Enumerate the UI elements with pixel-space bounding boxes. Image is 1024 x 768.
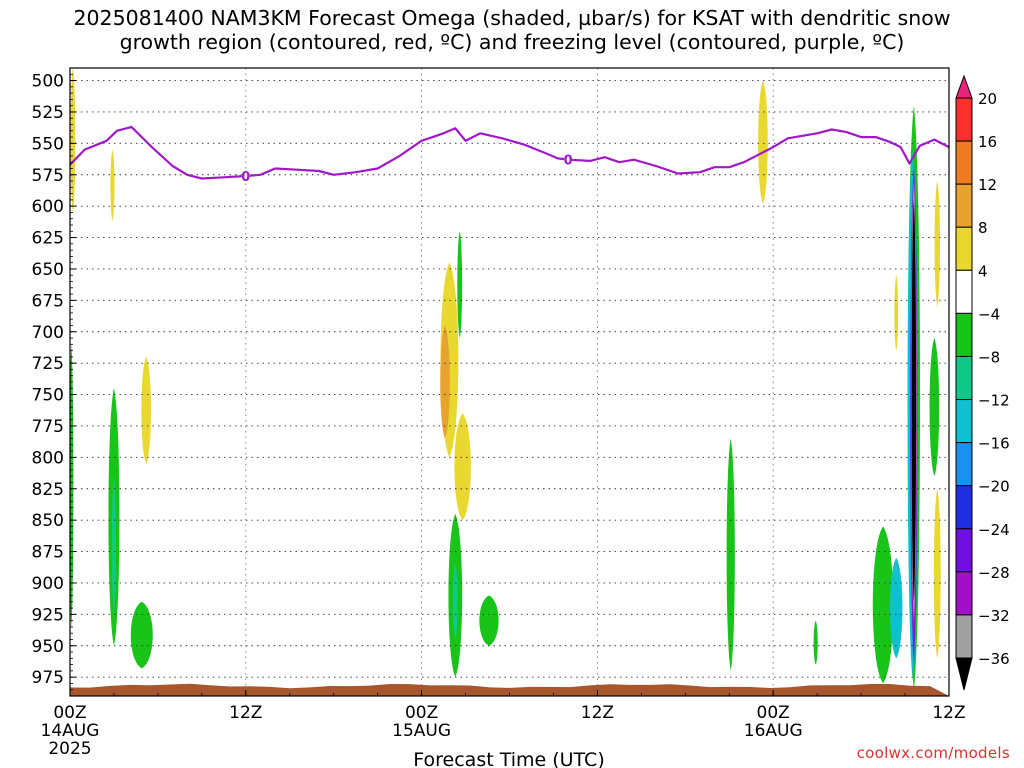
colorbar-label-11: −28: [978, 564, 1010, 582]
omega-region-19: [929, 338, 940, 477]
colorbar-label-5: −4: [978, 305, 1000, 323]
y-tick-label-900: 900: [32, 574, 64, 594]
colorbar-label-10: −24: [978, 521, 1010, 539]
colorbar-bin-7: [955, 355, 973, 401]
freezing-label-bg-1: [564, 153, 573, 166]
colorbar-bin-11: [955, 528, 973, 573]
omega-region-1: [110, 149, 115, 222]
x-tick-date-48: 16AUG: [744, 721, 803, 741]
omega-region-0: [70, 68, 76, 213]
freezing-level-layer: 00: [70, 125, 949, 185]
x-tick-year-0: 2025: [48, 739, 91, 759]
colorbar-label-6: −8: [978, 348, 1000, 366]
freezing-label-bg-0: [241, 170, 250, 183]
y-tick-label-550: 550: [32, 134, 64, 154]
chart-title-line-1: 2025081400 NAM3KM Forecast Omega (shaded…: [73, 6, 951, 30]
colorbar-bottom-arrow: [955, 657, 973, 691]
colorbar-bin-9: [955, 442, 973, 487]
omega-region-14: [758, 80, 768, 204]
omega-region-20: [894, 275, 899, 351]
colorbar-label-9: −20: [978, 478, 1010, 496]
colorbar-bin-6: [955, 312, 973, 357]
colorbar-label-8: −16: [978, 435, 1010, 453]
colorbar-bin-10: [955, 485, 973, 530]
colorbar-bin-13: [955, 614, 973, 659]
y-tick-label-850: 850: [32, 511, 64, 531]
freezing-level-label-1: 0: [564, 154, 573, 169]
y-tick-label-825: 825: [32, 480, 64, 500]
credit-text: coolwx.com/models: [856, 744, 1010, 762]
chart-title-line-2: growth region (contoured, red, ºC) and f…: [119, 30, 905, 54]
x-axis-label: Forecast Time (UTC): [413, 749, 604, 768]
colorbar-bin-4: [955, 226, 973, 271]
x-tick-label-48: 00Z: [757, 703, 790, 723]
omega-region-6: [111, 476, 117, 615]
x-tick-label-24: 00Z: [405, 703, 438, 723]
omega-region-15: [726, 438, 735, 671]
omega-shading-layer: [70, 68, 941, 690]
y-tick-label-625: 625: [32, 229, 64, 249]
colorbar-label-13: −36: [978, 650, 1010, 668]
y-tick-label-500: 500: [32, 72, 64, 92]
colorbar-top-arrow: [955, 74, 973, 99]
y-tick-label-875: 875: [32, 543, 64, 563]
y-tick-label-750: 750: [32, 386, 64, 406]
colorbar-bin-1: [955, 97, 973, 142]
colorbar-bin-5: [955, 269, 973, 314]
x-tick-date-24: 15AUG: [392, 721, 451, 741]
colorbar-label-1: 16: [978, 133, 997, 151]
y-tick-label-800: 800: [32, 448, 64, 468]
y-tick-label-600: 600: [32, 197, 64, 217]
plot-frame: [69, 67, 950, 697]
omega-region-18: [872, 526, 894, 684]
y-tick-label-575: 575: [32, 166, 64, 186]
omega-region-10: [457, 231, 463, 339]
omega-region-8: [454, 413, 471, 521]
omega-region-16: [813, 620, 818, 665]
colorbar-label-3: 8: [978, 219, 988, 237]
omega-region-24: [890, 557, 903, 659]
y-tick-label-925: 925: [32, 605, 64, 625]
omega-region-3: [70, 344, 74, 627]
x-tick-date-0: 14AUG: [41, 721, 100, 741]
gridlines: [70, 68, 949, 696]
colorbar-bin-12: [955, 571, 973, 616]
y-tick-label-975: 975: [32, 668, 64, 688]
colorbar-label-7: −12: [978, 392, 1010, 410]
colorbar-label-2: 12: [978, 176, 997, 194]
colorbar-label-12: −32: [978, 607, 1010, 625]
y-tick-label-725: 725: [32, 354, 64, 374]
y-tick-label-775: 775: [32, 417, 64, 437]
colorbar-label-4: 4: [978, 262, 988, 280]
omega-region-12: [479, 595, 499, 646]
terrain-layer: [70, 683, 949, 696]
colorbar-bin-3: [955, 183, 973, 228]
omega-region-21: [934, 181, 941, 307]
omega-region-5: [130, 601, 153, 669]
y-tick-label-950: 950: [32, 637, 64, 657]
freezing-level-line: [70, 125, 949, 180]
y-tick-label-650: 650: [32, 260, 64, 280]
y-tick-label-700: 700: [32, 323, 64, 343]
omega-region-2: [141, 356, 151, 464]
omega-region-22: [933, 488, 941, 659]
omega-region-9: [440, 325, 450, 439]
y-tick-label-525: 525: [32, 103, 64, 123]
terrain-band: [70, 683, 949, 696]
y-tick-label-675: 675: [32, 291, 64, 311]
x-tick-label-36: 12Z: [581, 703, 614, 723]
freezing-level-label-0: 0: [241, 170, 250, 185]
x-tick-label-60: 12Z: [932, 703, 965, 723]
colorbar-label-0: 20: [978, 90, 997, 108]
colorbar-bin-2: [955, 140, 973, 185]
y-axis: 500 525 550 575 600 625 650 675 700 725 750 775 800 8…: [32, 67, 76, 697]
colorbar-bin-8: [955, 399, 973, 444]
x-tick-label-12: 12Z: [229, 703, 262, 723]
colorbar: 20 16 12 8 4 −4 −8 −12 −16 −20 −24 −28 −32 −36: [955, 74, 1010, 691]
x-tick-label-0: 00Z: [53, 703, 86, 723]
